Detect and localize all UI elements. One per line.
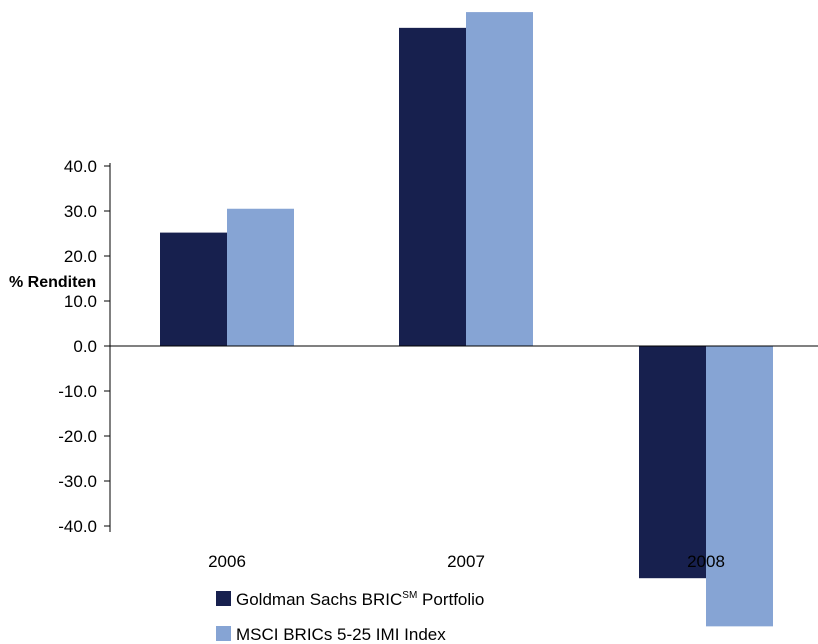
legend-item-goldman: Goldman Sachs BRICSM Portfolio	[216, 590, 484, 609]
y-tick-label: 20.0	[64, 247, 97, 266]
y-tick-label: -20.0	[58, 427, 97, 446]
legend-swatch-goldman	[216, 591, 231, 606]
x-tick-label-2008: 2008	[687, 552, 725, 571]
bar-goldman-2008	[639, 346, 706, 579]
y-tick-label: 0.0	[73, 337, 97, 356]
bar-goldman-2007	[399, 27, 466, 346]
legend-swatch-msci	[216, 626, 231, 641]
legend-label-goldman-main: Goldman Sachs BRIC	[236, 590, 402, 609]
x-tick-labels: 2006 2007 2008	[208, 552, 725, 571]
y-tick-label: -10.0	[58, 382, 97, 401]
legend-label-msci: MSCI BRICs 5-25 IMI Index	[236, 625, 446, 644]
x-tick-label-2007: 2007	[447, 552, 485, 571]
y-tick-labels: 40.0 30.0 20.0 10.0 0.0 -10.0 -20.0 -30.0 -40.0	[58, 157, 110, 536]
bar-msci-2006	[227, 208, 294, 346]
y-tick-label: 40.0	[64, 157, 97, 176]
legend: Goldman Sachs BRICSM Portfolio MSCI BRIC…	[216, 590, 484, 644]
y-tick-label: -30.0	[58, 472, 97, 491]
bar-msci-2007	[466, 12, 533, 346]
y-tick-label: 30.0	[64, 202, 97, 221]
bar-msci-2008	[706, 346, 773, 627]
legend-label-goldman: Goldman Sachs BRICSM Portfolio	[236, 590, 484, 609]
bar-goldman-2006	[160, 232, 227, 346]
axes-layer	[109, 163, 818, 532]
y-tick-label: -40.0	[58, 517, 97, 536]
legend-item-msci: MSCI BRICs 5-25 IMI Index	[216, 625, 446, 644]
legend-label-goldman-suffix: Portfolio	[417, 590, 484, 609]
bars-layer	[160, 12, 773, 627]
legend-label-goldman-superscript: SM	[402, 590, 417, 601]
x-tick-label-2006: 2006	[208, 552, 246, 571]
y-axis-label: % Renditen	[9, 274, 96, 291]
y-tick-label: 10.0	[64, 292, 97, 311]
